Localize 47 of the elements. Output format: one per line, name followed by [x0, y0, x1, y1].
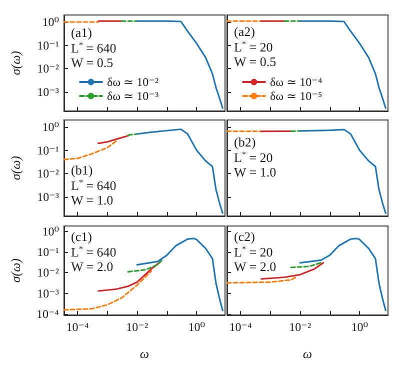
y-tick-label: 10⁻⁴ — [36, 307, 59, 322]
y-axis-title: σ(ω) — [8, 156, 23, 180]
annotation: W = 0.5 — [71, 55, 114, 70]
y-tick-label: 10⁻³ — [37, 84, 60, 99]
legend-label: δω ≃ 10⁻⁴ — [270, 75, 322, 89]
legend-label: δω ≃ 10⁻³ — [107, 89, 159, 103]
y-tick-label: 10⁰ — [42, 15, 60, 30]
y-tick-label: 10⁻² — [37, 62, 60, 76]
annotation: W = 2.0 — [71, 259, 114, 274]
x-tick-label: 10⁻⁴ — [229, 320, 252, 334]
x-tick-label: 10⁰ — [188, 320, 206, 334]
annotation: (b1) — [71, 162, 93, 178]
y-axis-title: σ(ω) — [8, 258, 23, 283]
y-axis-title: σ(ω) — [8, 50, 23, 76]
annotation: (a2) — [234, 24, 255, 40]
y-tick-label: 10⁻¹ — [37, 38, 60, 52]
annotation: (c1) — [71, 229, 92, 244]
y-tick-label: 10⁰ — [42, 120, 60, 134]
x-tick-label: 10⁻² — [289, 320, 312, 334]
line-series — [98, 134, 129, 144]
annotation: W = 1.0 — [234, 164, 276, 180]
annotation: L* = 20 — [234, 244, 273, 260]
annotation: W = 0.5 — [234, 54, 276, 70]
annotation: L* = 640 — [71, 244, 116, 260]
legend-label: δω ≃ 10⁻² — [107, 75, 159, 89]
y-tick-label: 10⁻¹ — [37, 143, 60, 158]
annotation: L* = 640 — [71, 178, 116, 194]
x-axis-title: ω — [302, 346, 312, 361]
x-tick-label: 10⁻⁴ — [66, 320, 89, 334]
x-axis-title: ω — [140, 346, 150, 361]
annotation: (b2) — [234, 134, 256, 150]
y-tick-label: 10⁻² — [37, 166, 60, 181]
annotation: W = 2.0 — [234, 259, 276, 274]
y-tick-label: 10⁻³ — [37, 190, 60, 204]
annotation: L* = 20 — [234, 150, 273, 165]
x-tick-label: 10⁻² — [126, 320, 148, 334]
annotation: W = 1.0 — [71, 192, 114, 208]
x-tick-label: 10⁰ — [351, 320, 368, 334]
annotation: L* = 20 — [234, 40, 273, 55]
y-tick-label: 10⁰ — [42, 224, 60, 238]
legend-label: δω ≃ 10⁻⁵ — [270, 89, 322, 103]
y-tick-label: 10⁻² — [37, 266, 60, 280]
annotation: L* = 640 — [71, 40, 116, 56]
annotation: (c2) — [234, 229, 255, 244]
y-tick-label: 10⁻³ — [37, 286, 60, 300]
y-tick-label: 10⁻¹ — [37, 244, 60, 259]
annotation: (a1) — [71, 25, 92, 40]
